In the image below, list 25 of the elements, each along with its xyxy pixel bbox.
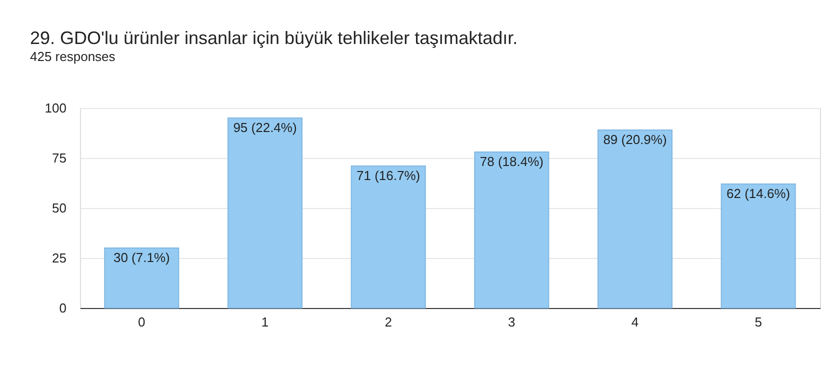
x-tick-label: 0 <box>138 314 146 330</box>
chart-title: 29. GDO'lu ürünler insanlar için büyük tehlikeler taşımaktadır. <box>30 28 518 48</box>
data-label: 30 (7.1%) <box>113 250 170 265</box>
x-tick-label: 2 <box>384 314 392 330</box>
data-label: 71 (16.7%) <box>356 168 420 183</box>
data-label: 89 (20.9%) <box>603 132 667 147</box>
y-tick-label: 50 <box>52 200 66 216</box>
x-tick-label: 4 <box>631 314 639 330</box>
y-tick-label: 25 <box>52 250 66 266</box>
bar <box>228 118 302 308</box>
bar <box>720 184 796 308</box>
data-label: 95 (22.4%) <box>233 120 297 135</box>
data-label: 78 (18.4%) <box>480 154 544 169</box>
y-tick-label: 75 <box>52 150 66 166</box>
bar <box>598 130 672 308</box>
x-tick-label: 3 <box>508 314 516 330</box>
y-tick-label: 100 <box>44 100 66 116</box>
x-tick-label: 1 <box>261 314 269 330</box>
y-tick-label: 0 <box>59 300 66 316</box>
bar <box>350 166 426 308</box>
x-tick-label: 5 <box>754 314 762 330</box>
bar <box>474 152 550 308</box>
data-label: 62 (14.6%) <box>726 186 790 201</box>
bar <box>104 248 180 308</box>
chart-subtitle: 425 responses <box>30 49 116 64</box>
